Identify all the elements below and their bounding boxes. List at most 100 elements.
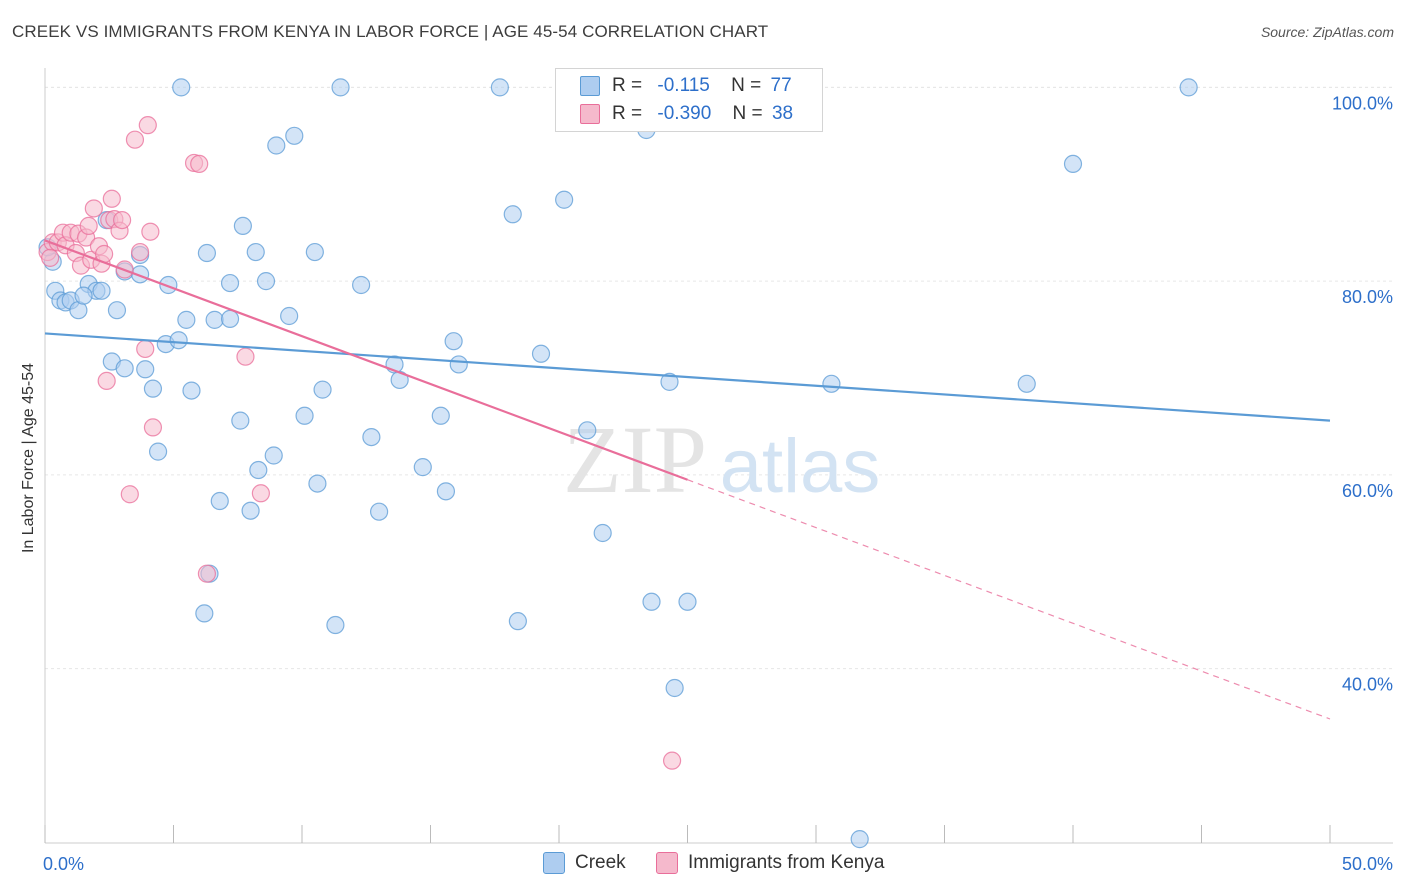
trend-lines bbox=[44, 239, 1331, 720]
creek-point bbox=[352, 275, 371, 295]
kenya-point bbox=[136, 339, 155, 359]
creek-point bbox=[285, 126, 304, 145]
data-points bbox=[38, 78, 1198, 849]
creek-point bbox=[280, 306, 299, 326]
creek-point bbox=[660, 372, 679, 391]
creek-point bbox=[850, 830, 869, 849]
y-tick-label: 100.0% bbox=[1332, 93, 1393, 113]
kenya-swatch bbox=[580, 104, 600, 124]
creek-point bbox=[195, 604, 214, 623]
legend-creek-n-label: N = bbox=[731, 75, 762, 96]
creek-point bbox=[449, 355, 468, 374]
creek-point bbox=[256, 272, 276, 291]
creek-point bbox=[508, 612, 527, 631]
creek-point bbox=[503, 205, 522, 224]
creek-point bbox=[578, 421, 597, 440]
kenya-point bbox=[141, 222, 160, 241]
legend: R = -0.115 N = 77 R = -0.390 N = 38 bbox=[555, 68, 823, 132]
creek-point bbox=[370, 502, 389, 521]
axes bbox=[44, 68, 1393, 844]
creek-point bbox=[531, 344, 551, 363]
bottom-kenya-label: Immigrants from Kenya bbox=[688, 852, 885, 873]
creek-point bbox=[197, 243, 217, 263]
creek-point bbox=[436, 482, 456, 501]
creek-point bbox=[431, 406, 450, 425]
kenya-point bbox=[138, 116, 157, 135]
creek-point bbox=[182, 381, 201, 400]
legend-kenya-r-label: R = bbox=[612, 103, 643, 124]
creek-point bbox=[148, 442, 168, 461]
kenya-point bbox=[120, 485, 139, 504]
creek-point bbox=[246, 242, 265, 262]
creek-point bbox=[444, 332, 463, 351]
creek-point bbox=[92, 281, 111, 300]
creek-point bbox=[159, 275, 178, 295]
kenya-point bbox=[190, 154, 209, 174]
kenya-point bbox=[97, 371, 116, 391]
bottom-legend-kenya: Immigrants from Kenya bbox=[656, 852, 884, 874]
bottom-legend-creek: Creek bbox=[543, 852, 626, 874]
kenya-point bbox=[197, 564, 217, 583]
creek-point bbox=[205, 310, 224, 329]
kenya-trend-line-extension bbox=[687, 479, 1331, 720]
creek-point bbox=[413, 458, 432, 477]
creek-point bbox=[264, 446, 283, 465]
kenya-point bbox=[102, 189, 121, 208]
creek-point bbox=[231, 411, 250, 430]
kenya-point bbox=[41, 248, 60, 267]
creek-point bbox=[169, 331, 188, 350]
creek-point bbox=[593, 523, 612, 543]
kenya-point bbox=[236, 347, 255, 366]
legend-kenya-n-label: N = bbox=[732, 103, 763, 124]
creek-trend-line bbox=[44, 332, 1331, 422]
gridlines bbox=[45, 86, 1393, 670]
creek-point bbox=[210, 491, 229, 511]
creek-point bbox=[362, 427, 381, 447]
creek-point bbox=[143, 379, 163, 398]
creek-point bbox=[267, 136, 286, 155]
creek-point bbox=[220, 273, 240, 293]
creek-point bbox=[107, 301, 127, 320]
kenya-point bbox=[125, 130, 145, 149]
kenya-trend-line bbox=[44, 239, 688, 481]
tick-labels: 40.0% 60.0% 80.0% 100.0% 0.0% 50.0% bbox=[43, 93, 1393, 874]
y-tick-label: 80.0% bbox=[1342, 287, 1393, 307]
creek-point bbox=[136, 360, 155, 379]
bottom-creek-label: Creek bbox=[575, 852, 626, 873]
creek-point bbox=[233, 216, 252, 236]
legend-kenya-n-value: 38 bbox=[771, 103, 794, 124]
kenya-point bbox=[251, 484, 270, 503]
creek-point bbox=[642, 592, 661, 611]
legend-creek-r-label: R = bbox=[612, 75, 643, 96]
creek-point bbox=[172, 78, 191, 97]
creek-point bbox=[490, 78, 509, 97]
creek-point bbox=[1017, 374, 1036, 393]
creek-point bbox=[313, 380, 332, 399]
kenya-point bbox=[130, 242, 150, 262]
bottom-kenya-swatch bbox=[656, 852, 678, 874]
legend-creek-n-value: 77 bbox=[770, 75, 792, 96]
creek-point bbox=[678, 592, 697, 611]
creek-point bbox=[308, 474, 327, 493]
creek-point bbox=[331, 78, 350, 97]
creek-swatch bbox=[580, 76, 600, 96]
legend-creek-r-value: -0.115 bbox=[657, 75, 710, 96]
legend-kenya-r-value: -0.390 bbox=[657, 103, 712, 124]
creek-point bbox=[177, 310, 196, 329]
creek-point bbox=[295, 406, 314, 425]
creek-point bbox=[1179, 78, 1198, 97]
creek-point bbox=[220, 309, 240, 329]
source-label: Source: ZipAtlas.com bbox=[1260, 24, 1394, 40]
y-tick-label: 40.0% bbox=[1342, 675, 1393, 695]
kenya-point bbox=[112, 210, 132, 230]
y-tick-label: 60.0% bbox=[1342, 481, 1393, 501]
creek-point bbox=[74, 286, 93, 305]
creek-point bbox=[665, 678, 684, 698]
creek-point bbox=[249, 460, 268, 480]
creek-point bbox=[555, 190, 574, 209]
creek-point bbox=[305, 242, 324, 262]
kenya-point bbox=[662, 751, 682, 770]
kenya-point bbox=[79, 216, 98, 236]
creek-point bbox=[241, 501, 260, 520]
